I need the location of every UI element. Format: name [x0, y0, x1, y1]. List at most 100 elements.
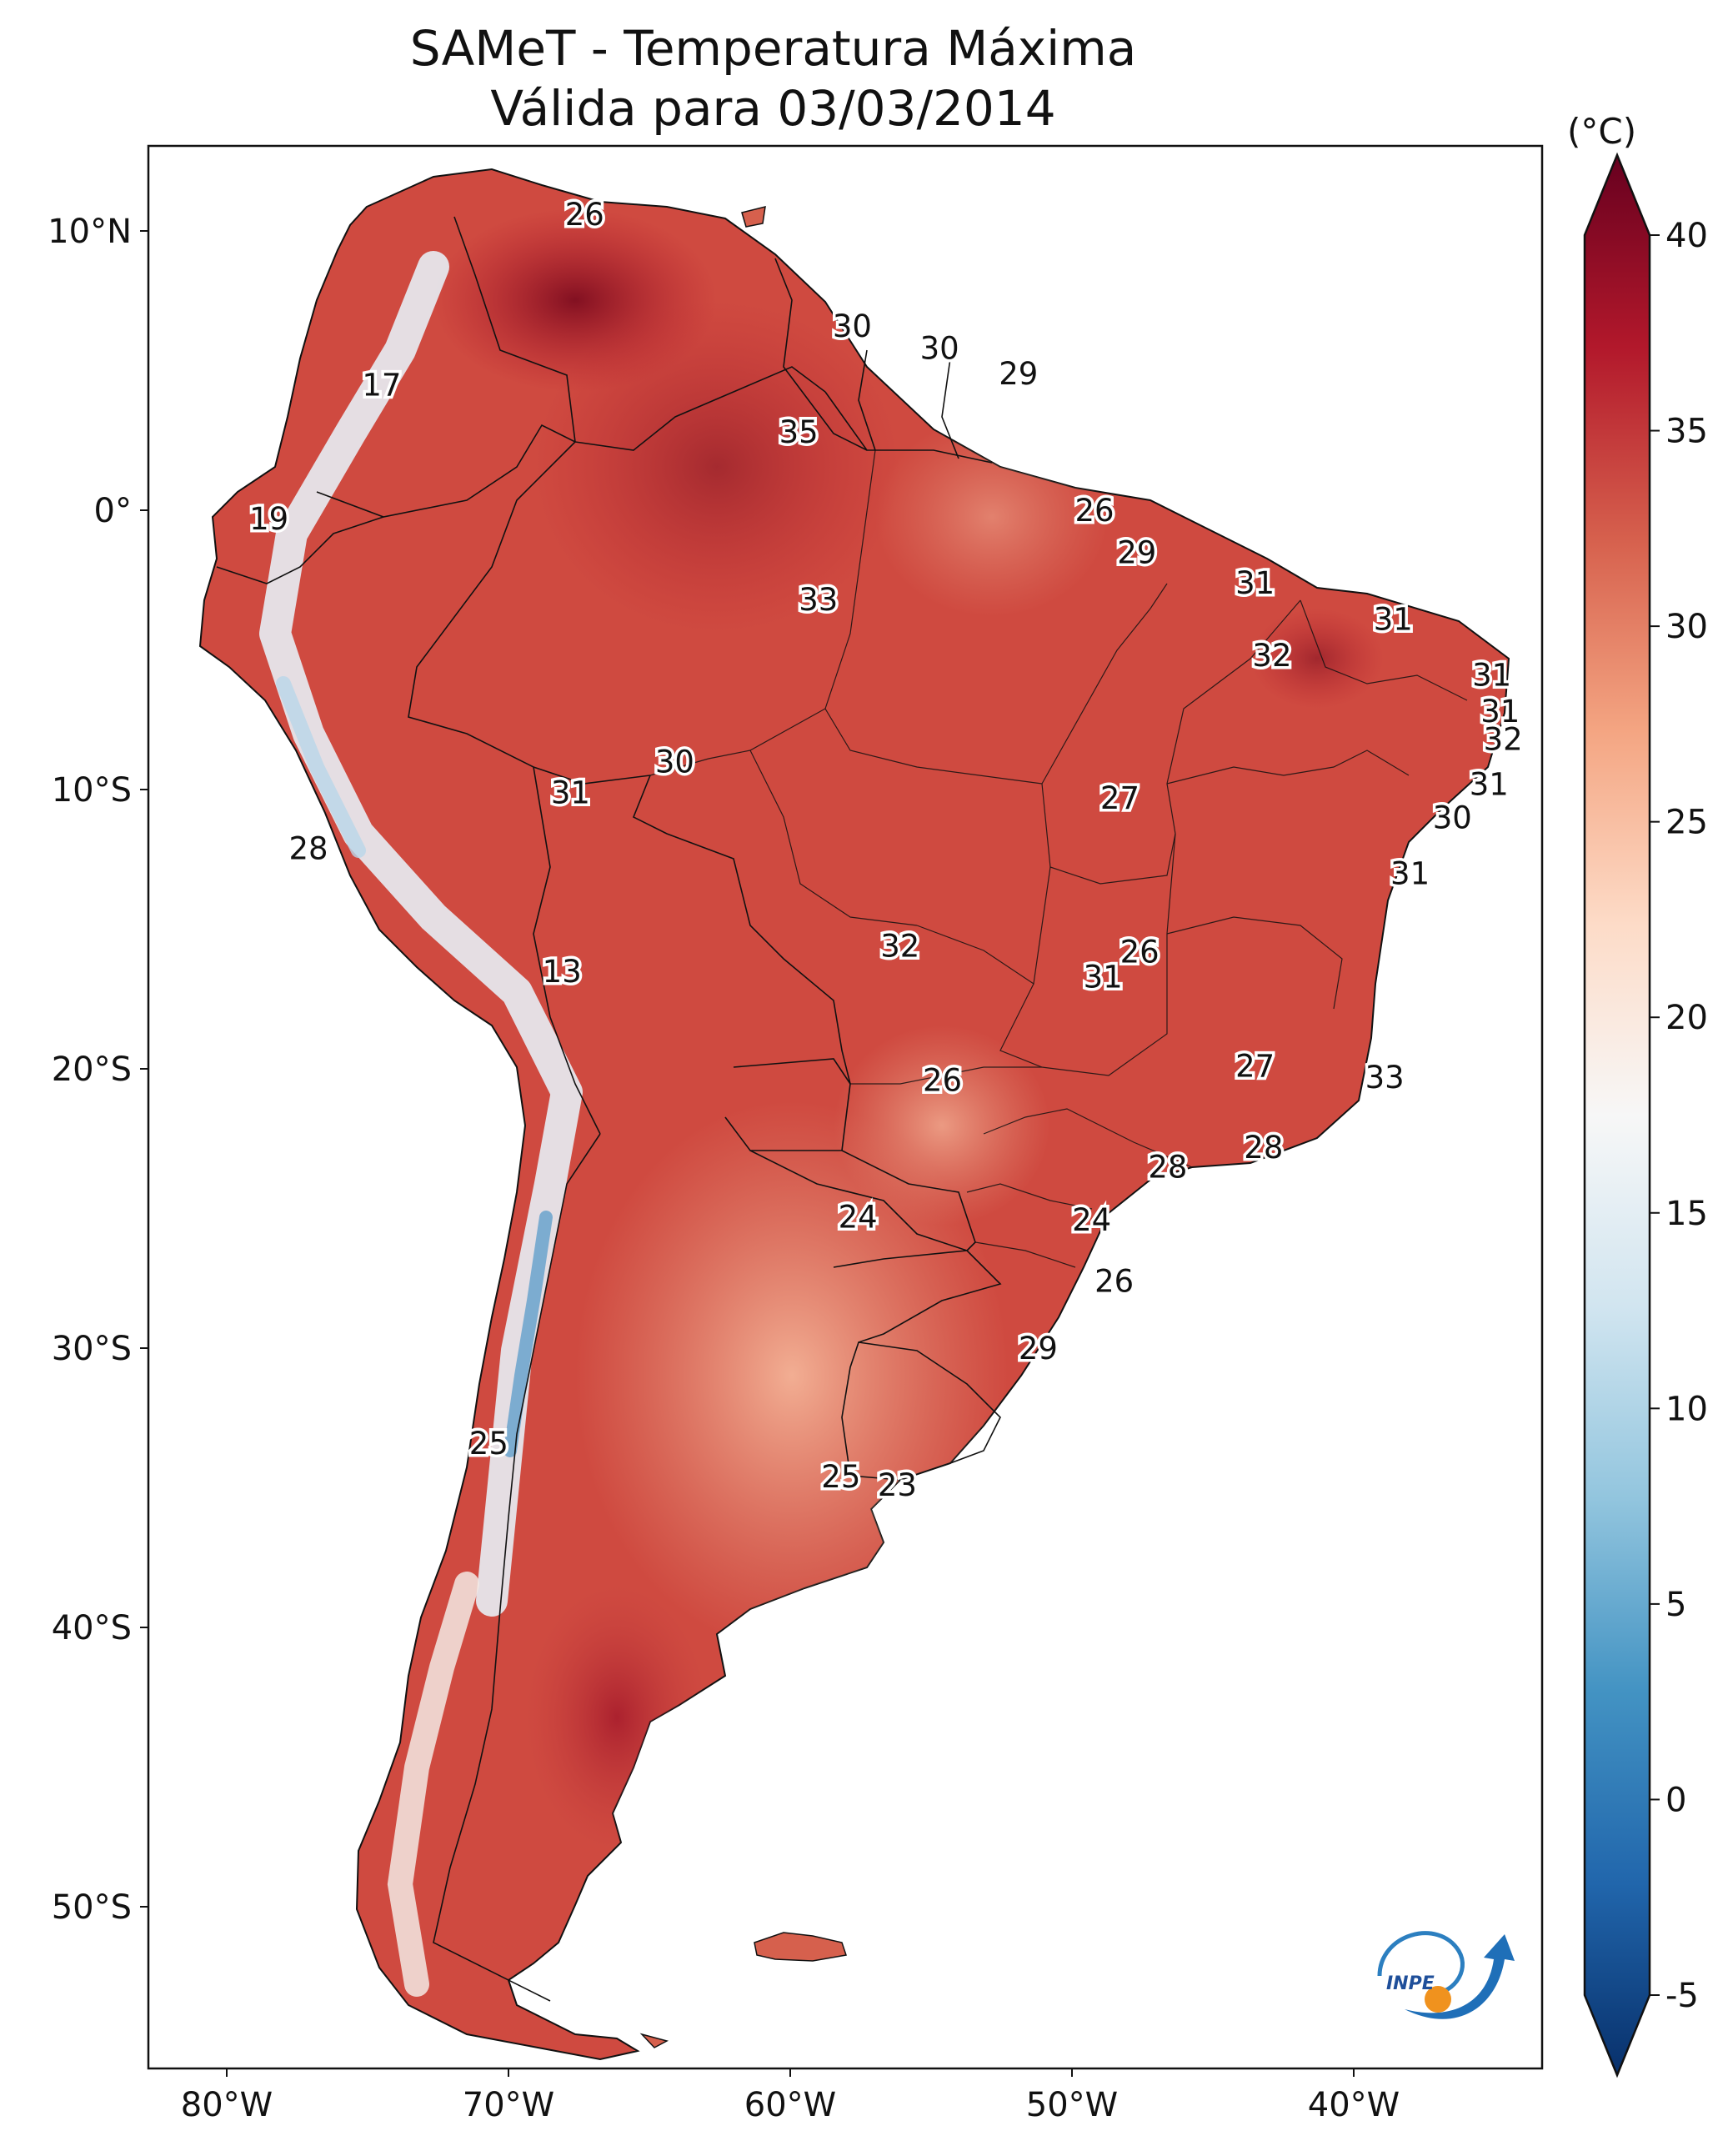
- title-line-1: SAMeT - Temperatura Máxima: [409, 20, 1137, 77]
- point-value-label: 32: [1484, 722, 1523, 758]
- point-value-label: 26: [1094, 1264, 1134, 1300]
- colorbar-tick-label: 30: [1665, 608, 1708, 646]
- border-bolivia-brazil: [632, 775, 851, 1085]
- border-colombia-peru: [316, 424, 576, 518]
- state-border-10: [1300, 599, 1468, 701]
- point-value-label: 33: [799, 582, 838, 618]
- lat-tick-label: 40°S: [52, 1609, 132, 1647]
- point-value-label: 28: [288, 830, 328, 866]
- lon-tick-label: 70°W: [463, 2086, 554, 2124]
- point-value-label: 25: [821, 1459, 860, 1495]
- point-value-label: 32: [1252, 638, 1291, 674]
- border-uruguay: [841, 1341, 1001, 1481]
- colorbar-tick-label: 35: [1665, 413, 1708, 451]
- temperature-field: [259, 208, 1384, 1997]
- border-guianas-brazil: [824, 391, 993, 464]
- state-border-13: [966, 1183, 1093, 1210]
- border-paraguay-brazil: [841, 1150, 976, 1251]
- colorbar: (°C) 40 35 30 25 20 15 10 5 0 -5: [1567, 111, 1708, 2078]
- andes-cold-core: [503, 1211, 553, 1457]
- point-value-label: 27: [1235, 1049, 1275, 1085]
- logo-text: INPE: [1386, 1973, 1435, 1994]
- state-border-12: [983, 1108, 1193, 1168]
- longitude-axis: 80°W 70°W 60°W 50°W 40°W: [181, 2068, 1400, 2124]
- logo-swoosh-icon: [1377, 1931, 1465, 1995]
- country-borders: [216, 216, 1002, 2002]
- border-bolivia-paraguay: [724, 1058, 851, 1151]
- state-border-6: [916, 866, 1051, 985]
- point-value-label: 26: [923, 1062, 962, 1098]
- point-value-label: 31: [1084, 959, 1123, 995]
- map-frame: [147, 144, 1544, 2070]
- point-value-label: 32: [880, 929, 919, 965]
- colorbar-tick-label: 15: [1665, 1195, 1708, 1233]
- point-value-label: 25: [469, 1426, 508, 1462]
- lat-tick-label: 0°: [94, 492, 132, 530]
- point-value-label: 31: [1470, 766, 1509, 802]
- caribbean-island: [741, 205, 766, 228]
- border-french-guiana: [941, 358, 959, 459]
- hot-spot-amazon: [533, 300, 900, 634]
- point-value-label: 26: [1074, 493, 1114, 529]
- title-line-2: Válida para 03/03/2014: [490, 80, 1056, 137]
- state-border-9: [1166, 750, 1410, 785]
- border-paraguay-argentina: [749, 1150, 968, 1268]
- colorbar-tick-label: 5: [1665, 1586, 1686, 1624]
- colorbar-tick-label: 25: [1665, 804, 1708, 842]
- map-title: SAMeT - Temperatura Máxima Válida para 0…: [0, 18, 1546, 138]
- patagonia-cool-strip: [387, 1572, 479, 1997]
- point-value-label: 27: [1100, 780, 1139, 816]
- point-value-label: 30: [920, 331, 959, 367]
- point-value-label: 31: [551, 775, 590, 810]
- border-argentina-brazil: [858, 1250, 1002, 1343]
- point-value-label: 29: [1117, 534, 1156, 570]
- lat-tick-label: 10°N: [48, 213, 132, 251]
- colorbar-ticks: 40 35 30 25 20 15 10 5 0 -5: [1650, 217, 1708, 2015]
- lat-tick-label: 10°S: [52, 771, 132, 810]
- point-value-label: 30: [1433, 800, 1472, 836]
- falklands: [754, 1932, 847, 1962]
- border-ecuador-peru: [216, 516, 384, 584]
- border-bolivia-chile: [549, 1016, 601, 1135]
- colorbar-unit: (°C): [1567, 111, 1636, 152]
- inpe-logo: INPE: [1377, 1931, 1515, 2019]
- colorbar-tick-label: -5: [1665, 1977, 1699, 2015]
- colorbar-tick-label: 20: [1665, 999, 1708, 1037]
- state-border-14: [974, 1241, 1076, 1268]
- point-value-label: 29: [1019, 1331, 1058, 1366]
- point-value-label: 31: [1390, 856, 1430, 892]
- state-border-11: [850, 1066, 1042, 1085]
- lat-tick-label: 30°S: [52, 1330, 132, 1368]
- state-border-4: [1041, 583, 1168, 785]
- point-value-label: 13: [543, 954, 582, 990]
- colorbar-tick-label: 0: [1665, 1781, 1686, 1819]
- state-border-1: [824, 449, 1043, 785]
- point-value-label: 26: [565, 197, 604, 233]
- border-suriname: [858, 349, 876, 451]
- point-value-label: 19: [249, 501, 288, 537]
- state-border-8: [1166, 916, 1343, 1010]
- border-chile-argentina: [433, 1133, 601, 2002]
- point-value-label: 17: [362, 367, 401, 403]
- logo-arrow-icon: [1405, 1934, 1515, 2019]
- point-value-label: 28: [1148, 1149, 1187, 1185]
- hot-spot-northeast: [1250, 609, 1384, 709]
- logo-sun-icon: [1425, 1986, 1451, 2013]
- lat-tick-label: 20°S: [52, 1050, 132, 1089]
- colorbar-body: [1583, 152, 1651, 2078]
- border-venezuela-brazil: [574, 366, 826, 451]
- point-value-label: 24: [1072, 1202, 1111, 1238]
- lon-tick-label: 60°W: [744, 2086, 836, 2124]
- point-value-label: 31: [1235, 565, 1275, 601]
- state-border-3: [749, 750, 918, 926]
- border-guyana: [774, 258, 868, 451]
- point-value-label: 30: [655, 745, 694, 780]
- colorbar-tick-label: 40: [1665, 217, 1708, 255]
- point-value-label: 33: [1365, 1060, 1405, 1096]
- state-border-2: [649, 708, 826, 776]
- state-borders: [649, 449, 1468, 1268]
- lon-tick-label: 50°W: [1026, 2086, 1118, 2124]
- cooler-pantanal: [834, 1025, 1050, 1226]
